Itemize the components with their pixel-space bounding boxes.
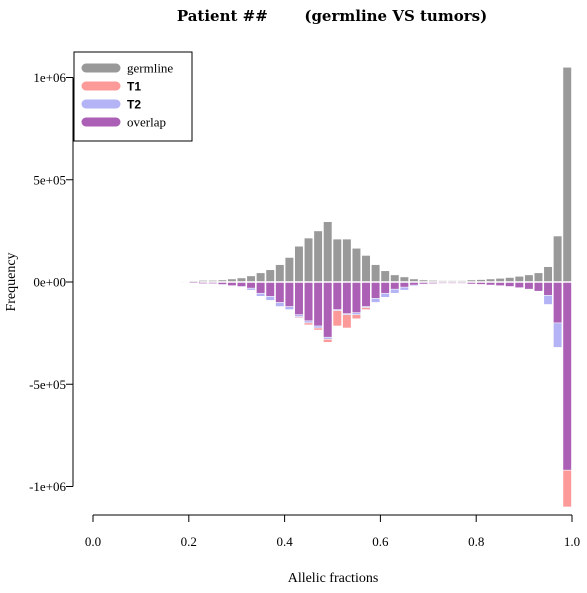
bar-germline-18 [265,269,275,283]
bar-germline-16 [246,275,256,283]
x-tick-label-5: 1.0 [564,534,580,549]
bar-germline-30 [380,270,390,283]
bar-overlap-21 [294,281,304,316]
bar-germline-31 [390,274,400,283]
chart-title: Patient ## (germline VS tumors) [177,7,487,25]
y-tick-label-4: -1e+06 [29,479,66,494]
x-tick-label-2: 0.4 [276,534,293,549]
bar-overlap-10 [189,281,199,284]
bar-overlap-16 [246,281,256,289]
bar-overlap-44 [514,281,524,289]
bar-germline-23 [313,230,323,283]
bar-overlap-31 [390,281,400,290]
y-axis: 1e+06 5e+05 0e+00 -5e+05 -1e+06 [29,70,74,494]
bar-overlap-30 [380,281,390,294]
bar-overlap-19 [275,281,285,303]
bar-germline-47 [543,266,553,283]
bar-germline-20 [284,257,294,283]
bar-overlap-26 [342,281,352,315]
x-tick-label-1: 0.2 [181,534,197,549]
x-tick-label-3: 0.6 [372,534,389,549]
bar-overlap-47 [543,281,553,296]
bar-germline-25 [332,238,342,283]
x-tick-label-0: 0.0 [85,534,101,549]
bar-overlap-48 [553,281,563,324]
bar-germline-29 [371,264,381,283]
bar-germline-49 [562,66,572,283]
bar-germline-32 [399,276,409,283]
bar-germline-21 [294,245,304,283]
bar-overlap-45 [524,281,534,290]
bar-overlap-24 [323,281,333,338]
bar-overlap-23 [313,281,323,327]
bar-germline-19 [275,264,285,283]
bar-overlap-49 [562,281,572,471]
legend-label-germline: germline [127,61,173,76]
y-tick-label-0: 1e+06 [33,70,66,85]
bar-overlap-18 [265,281,275,297]
bar-germline-48 [553,235,563,283]
legend: germline T1 T2 overlap [73,51,193,142]
bar-overlap-32 [399,281,409,288]
y-tick-label-1: 5e+05 [33,172,66,187]
bars-group [160,66,572,508]
bar-germline-28 [361,255,371,283]
y-tick-label-3: -5e+05 [29,377,66,392]
bar-germline-22 [303,237,314,283]
bar-germline-27 [351,247,362,283]
bar-overlap-20 [284,281,294,307]
bar-germline-45 [524,274,534,283]
bar-overlap-9 [179,281,189,283]
legend-label-t2: T2 [127,98,141,112]
bar-germline-46 [533,272,544,283]
y-tick-label-2: 0e+00 [33,275,66,290]
x-tick-label-4: 0.8 [468,534,484,549]
bar-overlap-17 [256,281,266,294]
bar-germline-17 [256,272,266,283]
bar-overlap-22 [303,281,314,322]
y-axis-label: Frequency [4,252,19,311]
legend-label-t1: T1 [127,80,141,94]
bar-overlap-25 [332,281,342,310]
bar-overlap-28 [361,281,371,307]
bar-overlap-29 [371,281,381,299]
bar-germline-24 [323,221,333,283]
bar-overlap-46 [533,281,544,292]
x-axis: 0.0 0.2 0.4 0.6 0.8 1.0 [85,514,580,549]
bar-overlap-27 [351,281,362,313]
legend-label-overlap: overlap [127,115,166,130]
x-axis-label: Allelic fractions [288,571,379,586]
bar-germline-26 [342,238,352,283]
bar-germline-44 [514,275,524,283]
